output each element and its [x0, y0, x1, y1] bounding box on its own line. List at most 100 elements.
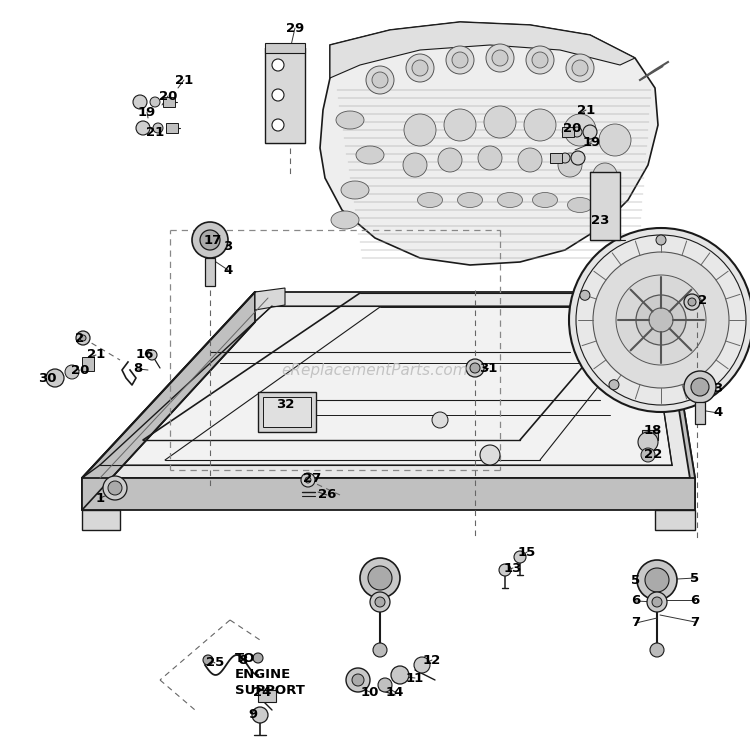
Text: 11: 11: [406, 672, 424, 685]
Bar: [258, 690, 276, 702]
Ellipse shape: [458, 192, 482, 207]
Text: 9: 9: [248, 709, 257, 722]
Circle shape: [375, 597, 385, 607]
Circle shape: [272, 119, 284, 131]
Text: 27: 27: [303, 473, 321, 486]
Circle shape: [566, 54, 594, 82]
Circle shape: [305, 477, 311, 483]
Text: 6: 6: [632, 594, 640, 608]
Circle shape: [360, 558, 400, 598]
Bar: [550, 153, 562, 163]
Circle shape: [492, 50, 508, 66]
Circle shape: [499, 564, 511, 576]
Circle shape: [432, 412, 448, 428]
Polygon shape: [320, 22, 658, 265]
Text: 10: 10: [361, 685, 380, 698]
Bar: [263, 397, 311, 427]
Circle shape: [571, 151, 585, 165]
Text: 7: 7: [691, 615, 700, 629]
Circle shape: [580, 290, 590, 300]
Circle shape: [406, 54, 434, 82]
Circle shape: [252, 707, 268, 723]
Circle shape: [641, 448, 655, 462]
Circle shape: [403, 153, 427, 177]
Circle shape: [572, 60, 588, 76]
Bar: [590, 172, 620, 240]
Circle shape: [652, 597, 662, 607]
Circle shape: [366, 66, 394, 94]
Circle shape: [378, 678, 392, 692]
Text: 4: 4: [224, 263, 232, 277]
Circle shape: [572, 127, 582, 137]
Polygon shape: [655, 510, 695, 530]
Text: 6: 6: [690, 593, 700, 606]
Bar: [265, 43, 305, 53]
Circle shape: [446, 46, 474, 74]
Ellipse shape: [341, 181, 369, 199]
Text: 13: 13: [504, 562, 522, 575]
Text: 20: 20: [562, 121, 581, 134]
Text: 18: 18: [644, 425, 662, 437]
Text: 19: 19: [583, 136, 602, 149]
Circle shape: [514, 551, 526, 563]
Text: 5: 5: [632, 574, 640, 587]
Polygon shape: [82, 292, 695, 478]
Text: 5: 5: [691, 572, 700, 584]
Circle shape: [564, 114, 596, 146]
Text: 2: 2: [76, 332, 85, 345]
Text: 1: 1: [95, 492, 104, 504]
Ellipse shape: [497, 192, 523, 207]
Bar: [82, 357, 94, 371]
Text: 20: 20: [159, 90, 177, 103]
Text: 4: 4: [713, 406, 723, 419]
Circle shape: [466, 359, 484, 377]
Text: 21: 21: [87, 348, 105, 361]
Polygon shape: [330, 22, 635, 78]
Circle shape: [593, 252, 729, 388]
Bar: [163, 97, 175, 107]
Circle shape: [404, 114, 436, 146]
Circle shape: [192, 222, 228, 258]
Circle shape: [200, 230, 220, 250]
Circle shape: [576, 235, 746, 405]
Text: eReplacementParts.com: eReplacementParts.com: [282, 363, 468, 378]
Circle shape: [637, 560, 677, 600]
Text: 21: 21: [577, 103, 596, 117]
Text: 26: 26: [318, 489, 336, 501]
Text: 20: 20: [70, 363, 89, 376]
Bar: [642, 430, 658, 440]
Circle shape: [438, 148, 462, 172]
Circle shape: [452, 52, 468, 68]
Text: 21: 21: [146, 125, 164, 139]
Polygon shape: [82, 510, 120, 530]
Circle shape: [372, 72, 388, 88]
Circle shape: [153, 123, 163, 133]
Circle shape: [486, 44, 514, 72]
Polygon shape: [255, 288, 285, 310]
Text: 3: 3: [224, 241, 232, 253]
Circle shape: [150, 97, 160, 107]
Text: 15: 15: [518, 545, 536, 559]
Ellipse shape: [532, 192, 557, 207]
Circle shape: [649, 308, 673, 332]
Text: 23: 23: [591, 213, 609, 226]
Polygon shape: [665, 292, 695, 510]
Circle shape: [414, 657, 430, 673]
Circle shape: [569, 228, 750, 412]
Polygon shape: [82, 478, 695, 510]
Circle shape: [352, 674, 364, 686]
Circle shape: [609, 380, 619, 390]
Circle shape: [65, 365, 79, 379]
Circle shape: [391, 666, 409, 684]
Circle shape: [524, 109, 556, 141]
Circle shape: [136, 121, 150, 135]
Bar: [258, 392, 316, 432]
Text: 12: 12: [423, 654, 441, 667]
Bar: [166, 123, 178, 133]
Bar: [562, 127, 574, 137]
Text: 29: 29: [286, 22, 304, 35]
Circle shape: [412, 60, 428, 76]
Ellipse shape: [568, 198, 592, 213]
Text: TO
ENGINE
SUPPORT: TO ENGINE SUPPORT: [235, 652, 304, 697]
Bar: [695, 402, 705, 424]
